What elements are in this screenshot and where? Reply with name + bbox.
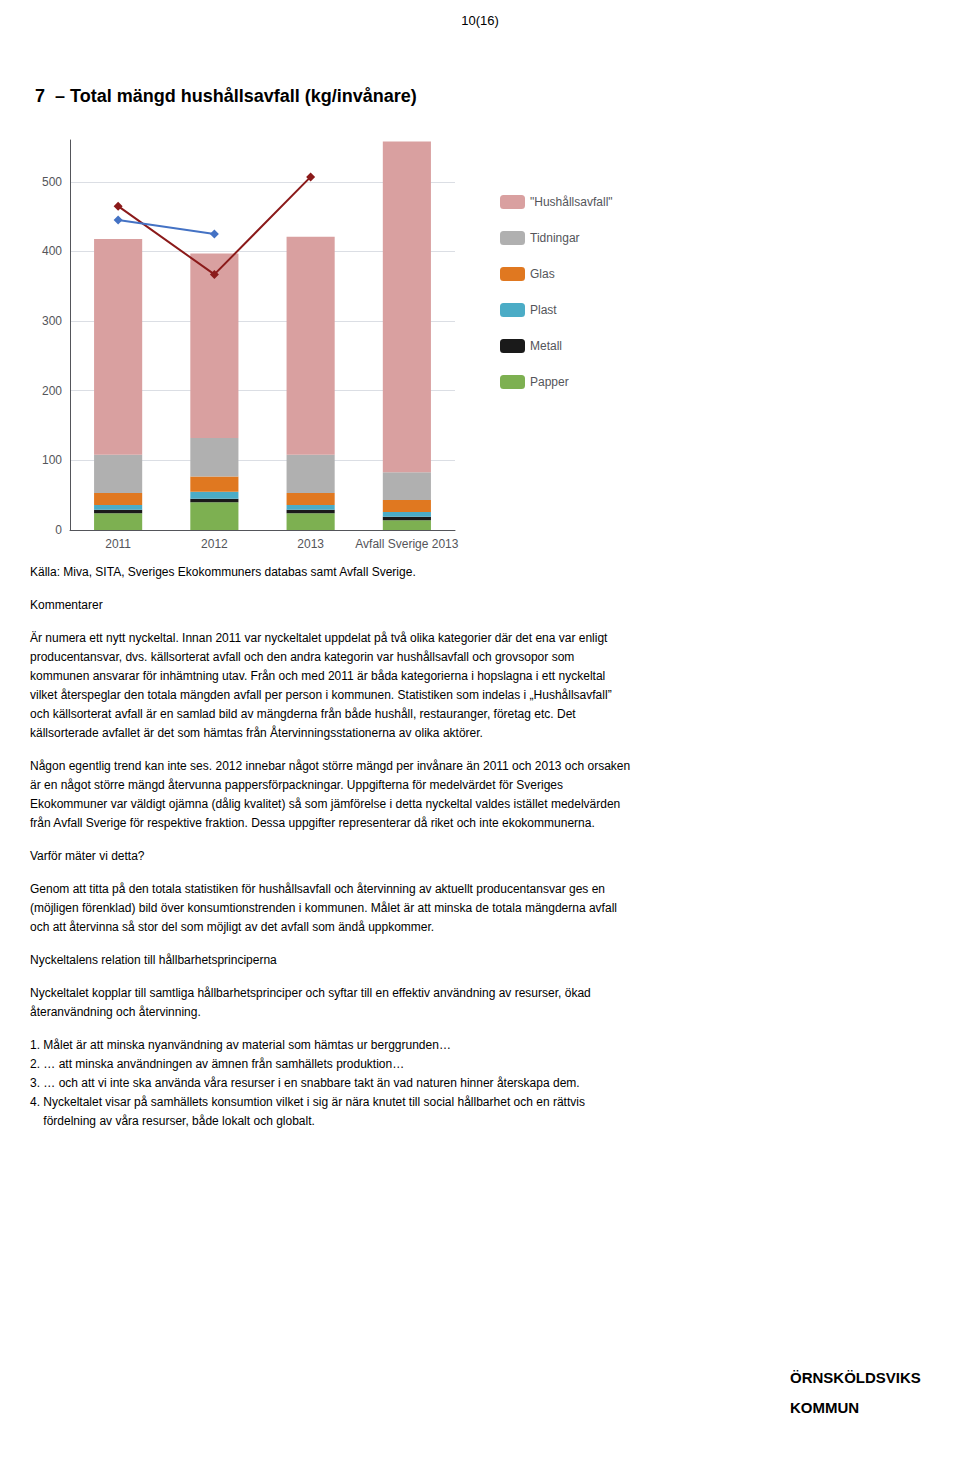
svg-text:500: 500 <box>42 175 62 189</box>
svg-text:KOMMUN: KOMMUN <box>790 1399 859 1416</box>
svg-text:1. Målet är att minska nyanvän: 1. Målet är att minska nyanvändning av m… <box>30 1038 451 1052</box>
svg-text:400: 400 <box>42 244 62 258</box>
svg-text:4. Nyckeltalet visar på samhäl: 4. Nyckeltalet visar på samhällets konsu… <box>30 1095 585 1109</box>
svg-text:Någon egentlig trend kan inte: Någon egentlig trend kan inte ses. 2012 … <box>30 759 630 773</box>
svg-text:300: 300 <box>42 314 62 328</box>
svg-text:kommunen ansvarar för inhämtni: kommunen ansvarar för inhämtning utav. F… <box>30 669 605 683</box>
svg-text:Nyckeltalet kopplar till samtl: Nyckeltalet kopplar till samtliga hållba… <box>30 986 591 1000</box>
svg-text:2012: 2012 <box>201 537 228 551</box>
svg-text:Nyckeltalens relation till hål: Nyckeltalens relation till hållbarhetspr… <box>30 953 277 967</box>
svg-text:Papper: Papper <box>530 375 569 389</box>
svg-text:återanvändning och återvinning: återanvändning och återvinning. <box>30 1005 201 1019</box>
svg-text:från Avfall Sverige för respek: från Avfall Sverige för respektive frakt… <box>30 816 595 830</box>
svg-text:3. … och att vi inte ska använ: 3. … och att vi inte ska använda våra re… <box>30 1076 580 1090</box>
svg-text:Plast: Plast <box>530 303 557 317</box>
svg-text:100: 100 <box>42 453 62 467</box>
svg-text:Metall: Metall <box>530 339 562 353</box>
svg-text:2. … att minska användningen a: 2. … att minska användningen av ämnen fr… <box>30 1057 404 1071</box>
svg-text:Glas: Glas <box>530 267 555 281</box>
svg-text:0: 0 <box>55 523 62 537</box>
svg-text:fördelning av våra resurser, b: fördelning av våra resurser, både lokalt… <box>30 1114 315 1128</box>
svg-text:och att återvinna så stor del: och att återvinna så stor del som möjlig… <box>30 920 434 934</box>
svg-text:Kommentarer: Kommentarer <box>30 598 103 612</box>
svg-text:Tidningar: Tidningar <box>530 231 580 245</box>
svg-text:(möjligen förenklad) bild över: (möjligen förenklad) bild över konsumtio… <box>30 901 617 915</box>
svg-text:2011: 2011 <box>105 537 131 551</box>
svg-text:ÖRNSKÖLDSVIKS: ÖRNSKÖLDSVIKS <box>790 1369 921 1386</box>
svg-text:Avfall Sverige 2013: Avfall Sverige 2013 <box>355 537 459 551</box>
svg-text:källsorterade avfallet är det: källsorterade avfallet är det som hämtas… <box>30 725 483 740</box>
svg-text:200: 200 <box>42 384 62 398</box>
svg-text:2013: 2013 <box>297 537 324 551</box>
svg-text:producentansvar, dvs. källsort: producentansvar, dvs. källsorterat avfal… <box>30 650 574 664</box>
svg-text:Varför mäter vi detta?: Varför mäter vi detta? <box>30 849 145 863</box>
svg-text:Källa: Miva, SITA, Sveriges Ek: Källa: Miva, SITA, Sveriges Ekokommuners… <box>30 565 416 579</box>
svg-text:Är numera ett nytt nyckeltal.: Är numera ett nytt nyckeltal. Innan 2011… <box>30 631 608 645</box>
svg-text:Genom att titta på den totala: Genom att titta på den totala statistike… <box>30 882 605 896</box>
svg-text:och källsorterat avfall är en: och källsorterat avfall är en samlad bil… <box>30 707 576 721</box>
svg-text:7 – Total mängd hushållsavfal: 7 – Total mängd hushållsavfall (kg/invån… <box>35 86 417 106</box>
svg-text:"Hushållsavfall": "Hushållsavfall" <box>530 195 613 209</box>
svg-text:är en något större mängd återv: är en något större mängd återvunna pappe… <box>30 778 563 792</box>
svg-text:10(16): 10(16) <box>461 13 499 28</box>
svg-text:vilket återspeglar den totala: vilket återspeglar den totala mängden av… <box>30 688 612 702</box>
svg-text:Ekokommuner var väldigt ojämna: Ekokommuner var väldigt ojämna (dålig kv… <box>30 797 620 811</box>
